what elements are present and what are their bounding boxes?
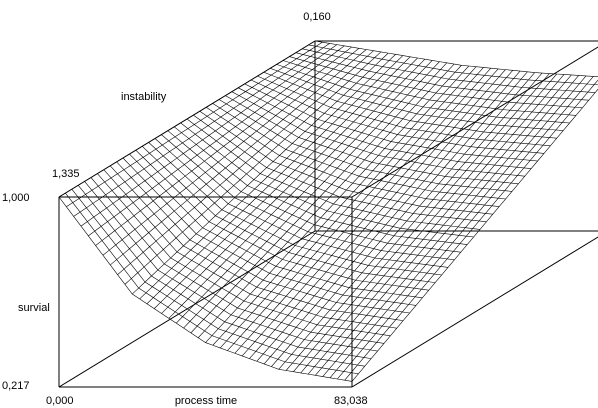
mesh-line-process-time <box>80 44 338 227</box>
mesh-line-process-time <box>234 67 492 354</box>
z-axis-label: survial <box>18 302 50 314</box>
mesh-line-process-time <box>322 75 579 377</box>
mesh-line-process-time <box>102 48 360 256</box>
mesh-line-process-time <box>212 65 470 346</box>
y-axis-max-label: 1,335 <box>52 168 80 180</box>
mesh-line-process-time <box>197 63 455 338</box>
x-axis-max-label: 83,038 <box>334 395 368 407</box>
x-axis-label: process time <box>175 395 237 407</box>
mesh-line-process-time <box>73 43 330 217</box>
axis-frame <box>58 40 598 388</box>
mesh-line-process-time <box>146 55 404 304</box>
mesh-line-process-time <box>168 58 426 319</box>
mesh-line-instability <box>167 130 461 253</box>
mesh-line-process-time <box>154 56 411 309</box>
mesh-line-process-time <box>219 66 477 349</box>
mesh-line-process-time <box>117 50 374 275</box>
mesh-line-instability <box>276 64 570 124</box>
mesh-line-instability <box>314 40 598 78</box>
mesh-line-process-time <box>329 75 587 378</box>
mesh-line-process-time <box>132 52 389 295</box>
mesh-line-process-time <box>337 76 594 380</box>
mesh-line-process-time <box>307 74 565 375</box>
frame-edge <box>351 46 598 198</box>
mesh-line-process-time <box>351 88 598 382</box>
z-axis-min-label: 0,217 <box>2 380 30 392</box>
mesh-line-process-time <box>241 68 499 357</box>
frame-edge <box>58 230 316 388</box>
mesh-line-process-time <box>124 51 382 285</box>
mesh-line-process-time <box>66 41 323 207</box>
mesh-line-process-time <box>110 49 367 266</box>
mesh-line-process-time <box>315 74 572 376</box>
frame-edge <box>58 40 316 198</box>
surface-mesh <box>58 40 598 382</box>
mesh-line-process-time <box>344 79 598 381</box>
mesh-line-process-time <box>300 73 557 374</box>
mesh-line-process-time <box>256 70 514 362</box>
mesh-line-process-time <box>285 72 543 371</box>
mesh-line-process-time <box>175 60 433 324</box>
mesh-line-process-time <box>139 54 396 300</box>
mesh-line-process-time <box>205 65 462 343</box>
mesh-line-process-time <box>161 57 418 314</box>
y-axis-label: instability <box>121 91 167 103</box>
mesh-line-process-time <box>95 46 352 246</box>
mesh-line-process-time <box>183 61 440 329</box>
mesh-line-process-time <box>293 73 550 372</box>
mesh-line-process-time <box>278 72 535 370</box>
mesh-line-process-time <box>271 71 528 367</box>
mesh-line-process-time <box>227 67 484 351</box>
mesh-line-process-time <box>190 62 448 334</box>
frame-edge <box>351 236 598 388</box>
mesh-line-instability <box>186 118 481 230</box>
z-axis-max-label: 1,000 <box>2 192 30 204</box>
y-axis-min-label: 0,160 <box>303 11 331 23</box>
x-axis-min-label: 0,000 <box>46 395 74 407</box>
mesh-line-process-time <box>88 45 345 237</box>
mesh-line-process-time <box>263 70 521 365</box>
mesh-line-process-time <box>249 69 506 359</box>
mesh-line-instability <box>302 48 596 93</box>
